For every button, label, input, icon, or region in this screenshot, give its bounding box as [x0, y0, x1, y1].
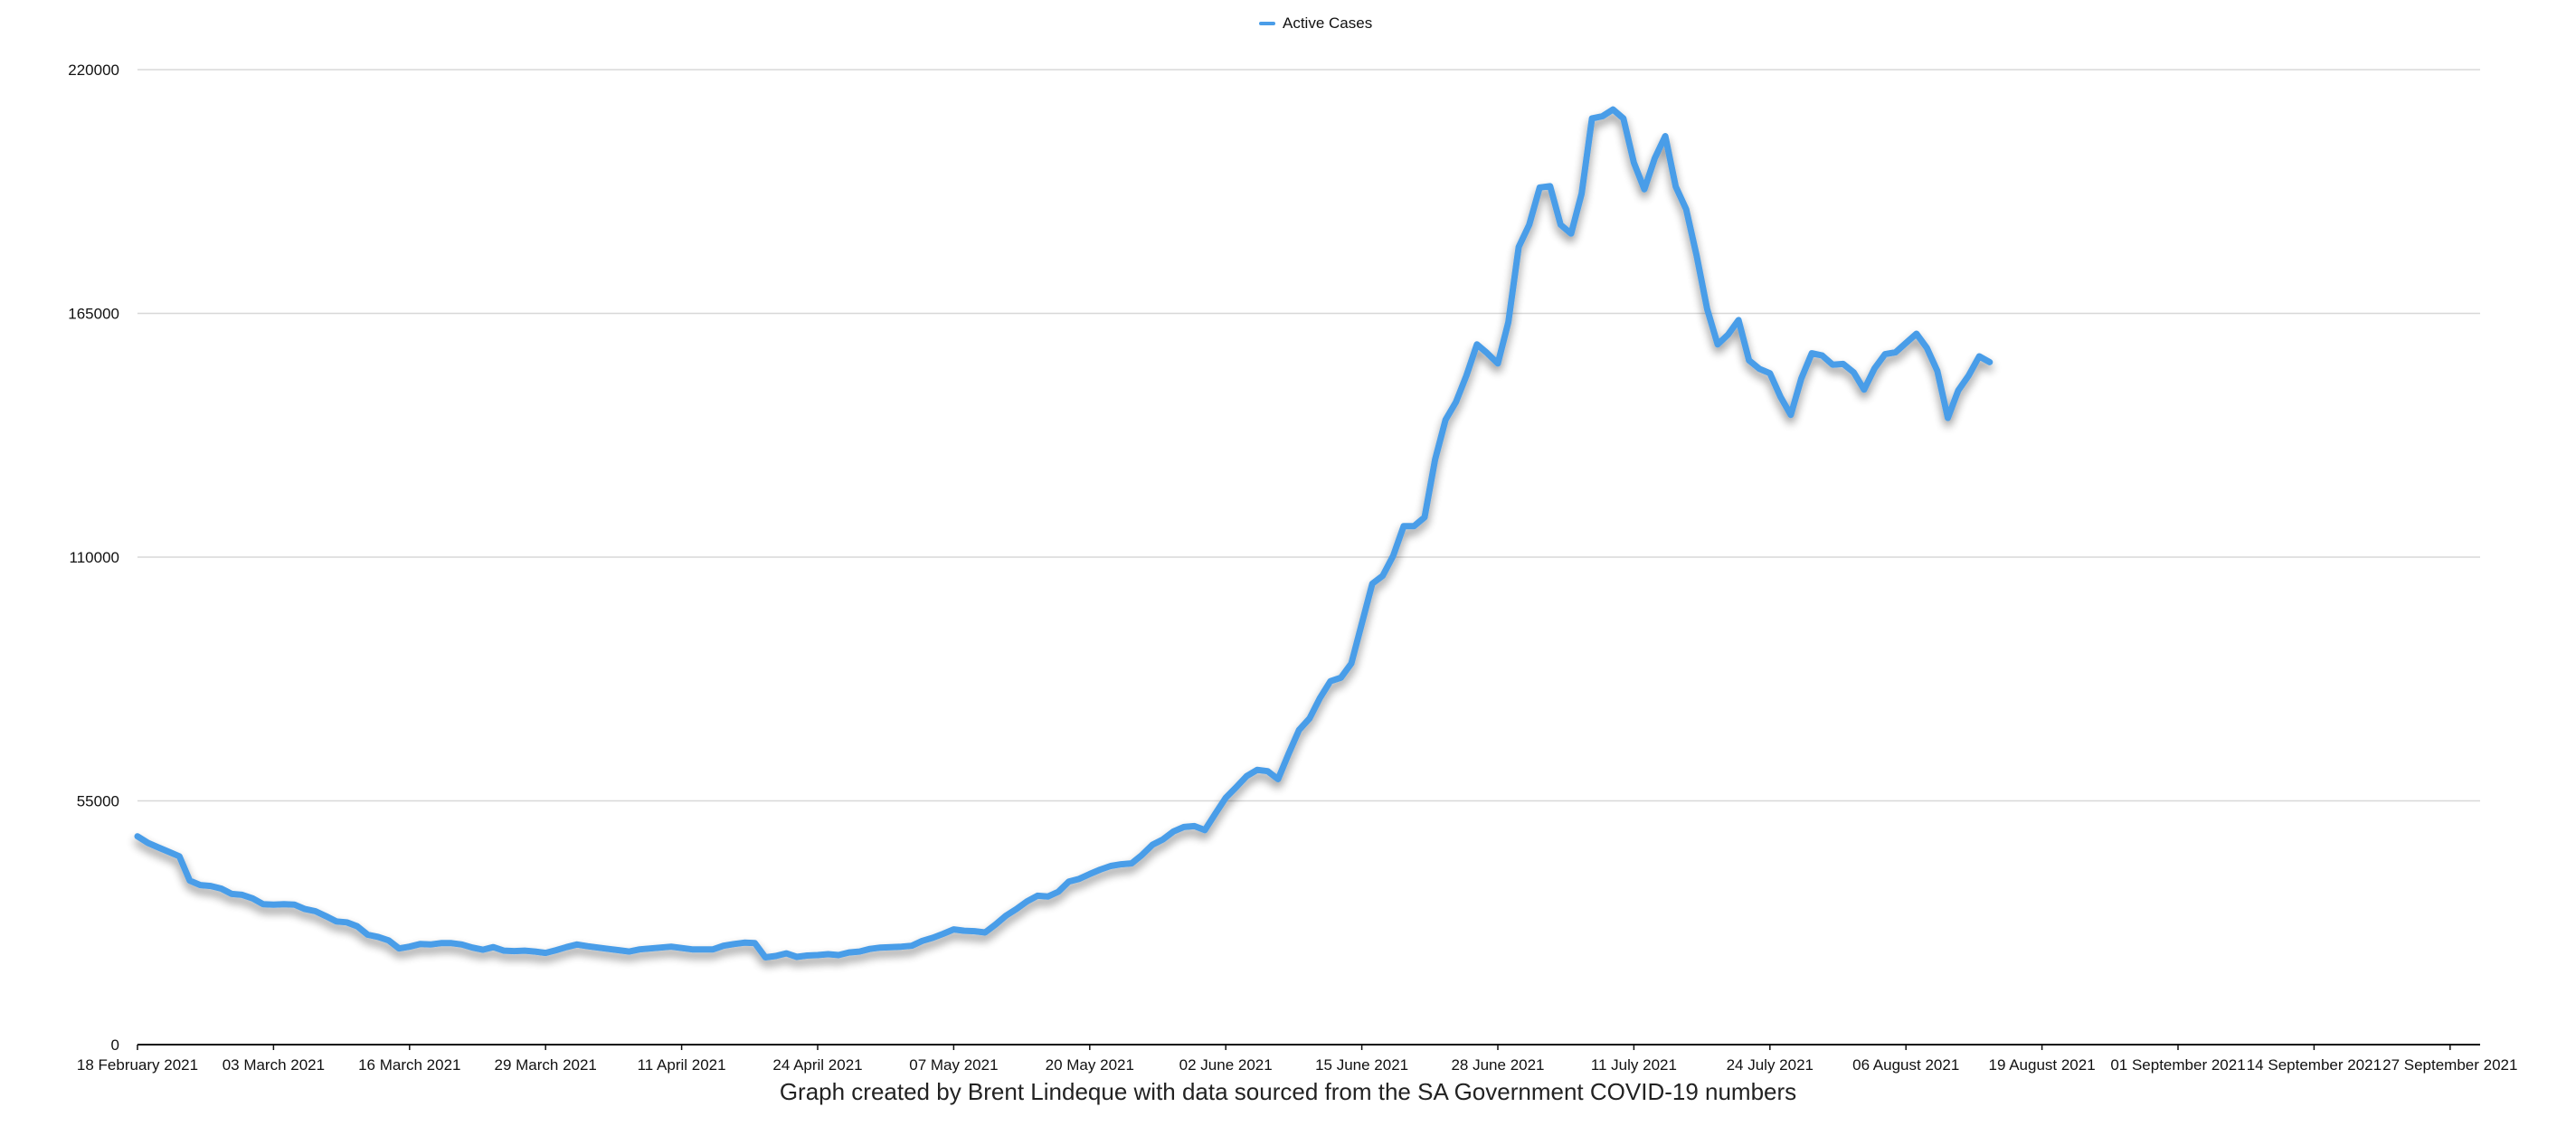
- x-tick-label: 19 August 2021: [1989, 1056, 2096, 1074]
- x-tick-label: 14 September 2021: [2247, 1056, 2382, 1074]
- x-tick-label: 24 July 2021: [1727, 1056, 1814, 1074]
- y-tick-label: 0: [111, 1036, 119, 1054]
- x-tick-label: 02 June 2021: [1179, 1056, 1273, 1074]
- y-tick-label: 55000: [77, 793, 119, 810]
- legend: Active Cases: [1259, 14, 1372, 33]
- x-tick-label: 11 July 2021: [1591, 1056, 1677, 1074]
- x-tick-label: 27 September 2021: [2382, 1056, 2517, 1074]
- x-tick-label: 24 April 2021: [772, 1056, 862, 1074]
- y-tick-label: 220000: [68, 62, 119, 79]
- legend-label-active-cases: Active Cases: [1283, 14, 1373, 32]
- y-tick-label: 110000: [70, 549, 119, 566]
- y-tick-label: 165000: [68, 306, 119, 323]
- x-tick-label: 20 May 2021: [1046, 1056, 1134, 1074]
- x-tick-label: 01 September 2021: [2110, 1056, 2245, 1074]
- x-tick-label: 15 June 2021: [1315, 1056, 1408, 1074]
- x-tick-label: 03 March 2021: [223, 1056, 325, 1074]
- x-axis-ticks: 18 February 2021 03 March 2021 16 March 20…: [77, 1045, 2517, 1074]
- x-tick-label: 11 April 2021: [638, 1056, 726, 1074]
- series-layer: [134, 106, 1994, 960]
- series-line-active-cases: [134, 106, 1994, 960]
- x-tick-label: 18 February 2021: [77, 1056, 198, 1074]
- x-tick-label: 16 March 2021: [358, 1056, 460, 1074]
- y-axis-ticks: 0 55000 110000 165000 220000: [68, 62, 119, 1054]
- x-tick-label: 28 June 2021: [1451, 1056, 1544, 1074]
- x-tick-label: 07 May 2021: [909, 1056, 998, 1074]
- legend-swatch-active-cases: [1259, 22, 1275, 25]
- x-tick-label: 06 August 2021: [1852, 1056, 1959, 1074]
- x-tick-label: 29 March 2021: [494, 1056, 596, 1074]
- gridlines: [137, 69, 2480, 802]
- chart-caption: Graph created by Brent Lindeque with dat…: [779, 1078, 1797, 1105]
